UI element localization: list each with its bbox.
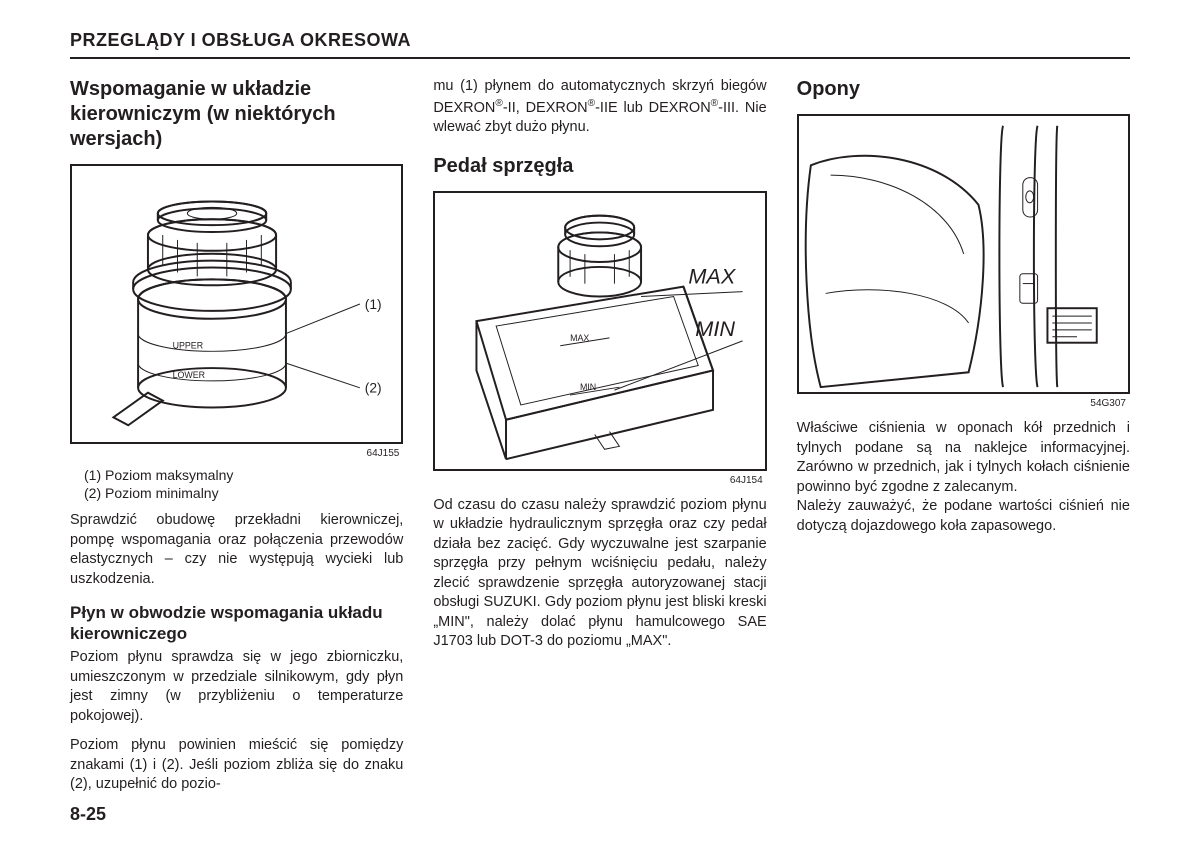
- col3-para1: Właściwe ciśnienia w oponach kół przedni…: [797, 419, 1130, 497]
- caption-2: (2) Poziom minimalny: [70, 485, 403, 501]
- col2-title: Pedał sprzęgła: [433, 154, 766, 179]
- page-number: 8-25: [70, 804, 106, 825]
- col1-subtitle: Płyn w obwodzie wspomagania układu kiero…: [70, 603, 403, 644]
- svg-text:MAX: MAX: [570, 332, 589, 342]
- clutch-svg: MAX MIN MAX MIN: [435, 193, 764, 469]
- col1-title: Wspomaganie w układzie kierowniczym (w n…: [70, 77, 403, 152]
- col2-para1: Od czasu do czasu należy sprawdzić pozio…: [433, 496, 766, 653]
- col1-para3: Poziom płynu powinien mieścić się pomięd…: [70, 736, 403, 795]
- svg-text:MIN: MIN: [696, 315, 736, 340]
- svg-text:(2): (2): [365, 381, 382, 396]
- figure-clutch: MAX MIN MAX MIN: [433, 191, 766, 471]
- caption-1: (1) Poziom maksymalny: [70, 467, 403, 483]
- column-1: Wspomaganie w układzie kierowniczym (w n…: [70, 77, 403, 795]
- page-header: PRZEGLĄDY I OBSŁUGA OKRESOWA: [70, 30, 1130, 59]
- svg-text:MIN: MIN: [580, 382, 596, 392]
- content-columns: Wspomaganie w układzie kierowniczym (w n…: [70, 77, 1130, 795]
- svg-text:LOWER: LOWER: [173, 370, 205, 380]
- reservoir-svg: UPPER LOWER (1) (2): [72, 166, 401, 442]
- figure-code-1: 64J155: [70, 448, 403, 459]
- column-3: Opony: [797, 77, 1130, 795]
- col1-para1: Sprawdzić obudowę przekładni kierownicze…: [70, 511, 403, 589]
- col3-para2: Należy zauważyć, że podane wartości ciśn…: [797, 497, 1130, 536]
- svg-text:(1): (1): [365, 297, 382, 312]
- figure-reservoir: UPPER LOWER (1) (2): [70, 164, 403, 444]
- figure-tires: [797, 114, 1130, 394]
- tires-svg: [799, 116, 1128, 392]
- svg-text:MAX: MAX: [689, 263, 738, 288]
- col3-title: Opony: [797, 77, 1130, 102]
- figure-code-2: 64J154: [433, 475, 766, 486]
- svg-text:UPPER: UPPER: [173, 340, 204, 350]
- column-2: mu (1) płynem do automatycznych skrzyń b…: [433, 77, 766, 795]
- col2-para-top: mu (1) płynem do automatycznych skrzyń b…: [433, 77, 766, 138]
- figure-code-3: 54G307: [797, 398, 1130, 409]
- col1-para2: Poziom płynu sprawdza się w jego zbiorni…: [70, 648, 403, 726]
